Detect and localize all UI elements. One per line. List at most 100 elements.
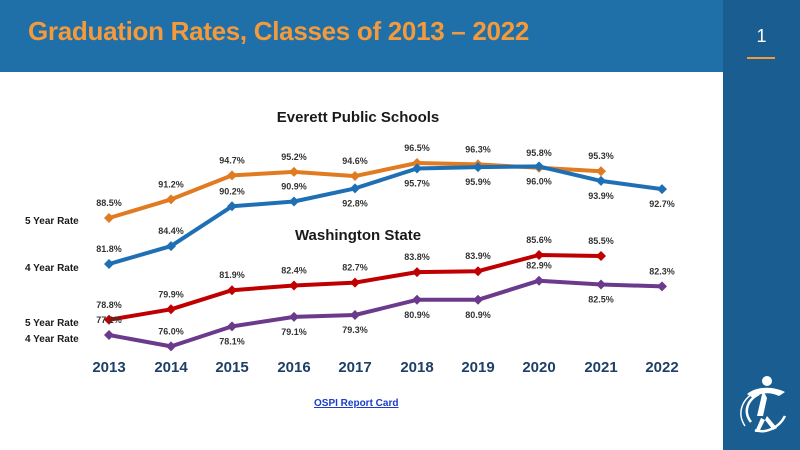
data-label: 81.9%: [219, 270, 245, 280]
x-tick-label: 2018: [400, 359, 433, 376]
data-label: 79.3%: [342, 325, 368, 335]
data-label: 80.9%: [404, 310, 430, 320]
data-label: 79.1%: [281, 327, 307, 337]
data-label: 96.3%: [465, 144, 491, 154]
x-tick-label: 2016: [277, 359, 310, 376]
data-point: [473, 294, 483, 305]
data-label: 90.2%: [219, 186, 245, 196]
data-point: [412, 294, 422, 305]
series-name-label: 4 Year Rate: [25, 263, 79, 274]
data-label: 93.9%: [588, 191, 614, 201]
series-line-0-1: [108, 164, 663, 266]
data-label: 82.9%: [526, 261, 552, 271]
data-point: [227, 321, 237, 332]
x-tick-label: 2015: [215, 359, 248, 376]
data-label: 92.7%: [649, 199, 675, 209]
data-label: 80.9%: [465, 310, 491, 320]
x-tick-label: 2019: [461, 359, 494, 376]
data-label: 79.9%: [158, 289, 184, 299]
data-point: [412, 158, 422, 168]
data-point: [350, 183, 360, 194]
data-point: [596, 279, 606, 290]
chart-group-title-everett: Everett Public Schools: [277, 109, 440, 126]
data-point: [166, 194, 176, 205]
data-label: 95.8%: [526, 148, 552, 158]
data-label: 94.6%: [342, 156, 368, 166]
data-point: [289, 311, 299, 322]
data-point: [657, 281, 667, 292]
data-label: 96.5%: [404, 143, 430, 153]
ospi-report-card-link[interactable]: OSPI Report Card: [314, 398, 399, 409]
data-label: 95.9%: [465, 177, 491, 187]
data-point: [473, 162, 483, 173]
x-tick-label: 2013: [92, 359, 125, 376]
data-point: [596, 175, 606, 186]
series-line-1-1: [108, 278, 663, 349]
data-label: 85.5%: [588, 236, 614, 246]
data-label: 91.2%: [158, 179, 184, 189]
data-label: 82.5%: [588, 295, 614, 305]
data-point: [534, 161, 544, 172]
data-point: [227, 285, 237, 296]
slide-sidebar: 1: [723, 0, 800, 450]
data-point: [350, 277, 360, 288]
data-label: 85.6%: [526, 235, 552, 245]
data-point: [596, 250, 606, 261]
data-label: 76.0%: [158, 326, 184, 336]
data-label: 94.7%: [219, 155, 245, 165]
data-label: 82.4%: [281, 265, 307, 275]
data-label: 83.9%: [465, 251, 491, 261]
series-name-label: 4 Year Rate: [25, 334, 79, 345]
data-point: [104, 259, 114, 269]
data-label: 95.7%: [404, 178, 430, 188]
data-point: [412, 163, 422, 174]
x-tick-label: 2017: [338, 359, 371, 376]
data-label: 84.4%: [158, 226, 184, 236]
data-point: [104, 330, 114, 340]
data-point: [534, 250, 544, 260]
slide-header: Graduation Rates, Classes of 2013 – 2022: [0, 0, 723, 72]
graduation-chart: Everett Public Schools Washington State …: [25, 109, 679, 376]
data-label: 88.5%: [96, 198, 122, 208]
data-label: 82.3%: [649, 266, 675, 276]
data-point: [473, 266, 483, 277]
x-tick-label: 2021: [584, 359, 617, 376]
data-point: [166, 304, 176, 315]
data-point: [350, 310, 360, 320]
data-point: [596, 166, 606, 177]
page-number: 1: [756, 26, 767, 46]
chart-group-title-washington: Washington State: [295, 227, 421, 244]
slide-title: Graduation Rates, Classes of 2013 – 2022: [28, 16, 530, 46]
series-name-label: 5 Year Rate: [25, 216, 79, 227]
data-label: 83.8%: [404, 252, 430, 262]
x-tick-label: 2014: [154, 359, 188, 376]
data-label: 95.3%: [588, 151, 614, 161]
data-point: [289, 280, 299, 291]
data-label: 90.9%: [281, 181, 307, 191]
district-logo-icon: [740, 376, 787, 433]
series-name-label: 5 Year Rate: [25, 318, 79, 329]
data-point: [289, 196, 299, 207]
data-point: [657, 184, 667, 195]
x-tick-label: 2020: [522, 359, 555, 376]
data-label: 81.8%: [96, 244, 122, 254]
data-point: [166, 241, 176, 252]
data-point: [227, 170, 237, 181]
page-number-underline: [747, 57, 775, 59]
data-point: [289, 166, 299, 177]
data-label: 92.8%: [342, 198, 368, 208]
data-point: [534, 275, 544, 286]
data-point: [104, 314, 114, 325]
data-label: 82.7%: [342, 263, 368, 273]
data-label: 96.0%: [526, 176, 552, 186]
data-label: 77.2%: [96, 315, 122, 325]
data-label: 78.8%: [96, 300, 122, 310]
data-point: [104, 212, 114, 223]
data-point: [412, 267, 422, 278]
data-label: 78.1%: [219, 336, 245, 346]
data-point: [166, 341, 176, 352]
data-point: [227, 201, 237, 212]
x-tick-label: 2022: [645, 359, 678, 376]
data-label: 95.2%: [281, 152, 307, 162]
data-point: [350, 171, 360, 182]
